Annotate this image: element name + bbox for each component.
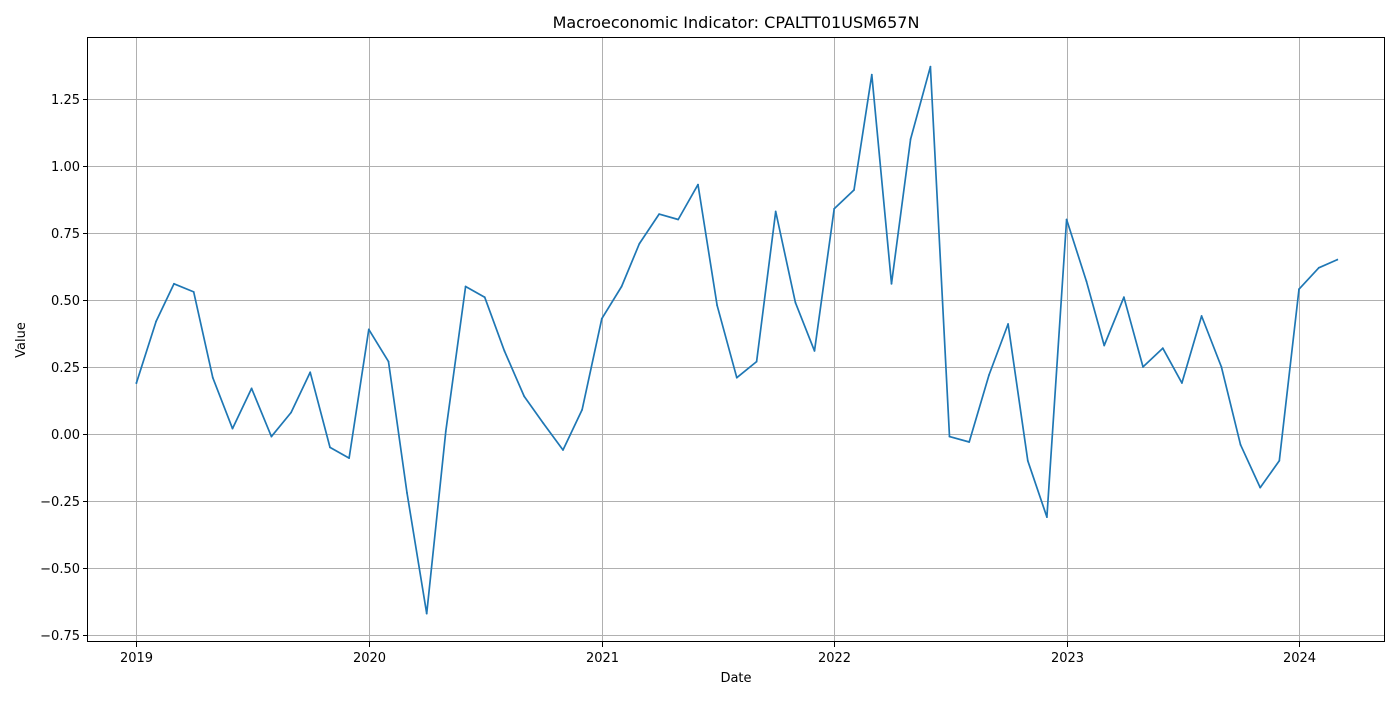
data-point	[562, 449, 564, 451]
y-tick-label: 1.25	[51, 93, 80, 108]
data-point	[211, 376, 214, 379]
data-point	[1259, 486, 1262, 489]
data-point	[523, 395, 526, 398]
x-tick-label: 2019	[120, 651, 153, 666]
data-point	[1220, 366, 1223, 368]
data-point	[309, 371, 312, 374]
series-line	[135, 65, 1339, 615]
data-point	[1103, 344, 1106, 347]
data-point	[192, 291, 195, 293]
tick-layer: 2019 2020 2021 2022 2023 2024 −0.75 −0.50 −0.25 0…	[40, 93, 1316, 666]
data-point	[329, 446, 331, 449]
data-point	[1142, 366, 1144, 368]
data-point	[173, 282, 175, 285]
x-tick-label: 2020	[353, 651, 386, 666]
data-point	[988, 374, 990, 376]
data-point	[231, 427, 234, 430]
y-tick-label: 0.25	[51, 361, 80, 376]
data-point	[1123, 296, 1125, 299]
data-point	[290, 411, 292, 414]
data-point	[250, 387, 253, 390]
data-point	[1065, 218, 1068, 221]
plot-frame	[87, 37, 1385, 642]
data-point	[444, 430, 447, 433]
data-point	[1336, 258, 1339, 261]
data-point	[1007, 323, 1009, 325]
data-point	[1317, 266, 1320, 269]
data-point	[1161, 347, 1164, 350]
data-point	[929, 65, 932, 68]
data-point	[658, 213, 660, 216]
y-tick-label: −0.50	[40, 562, 80, 577]
data-point	[1026, 459, 1029, 462]
data-point	[968, 441, 971, 443]
data-point	[581, 408, 583, 411]
y-tick-label: 0.75	[51, 227, 80, 242]
data-point	[1278, 459, 1281, 462]
data-point	[716, 304, 718, 307]
data-point	[1046, 516, 1048, 518]
data-point	[1085, 280, 1088, 283]
y-tick-label: −0.25	[40, 495, 80, 510]
data-point	[833, 207, 836, 210]
data-point	[1239, 443, 1242, 446]
data-point	[853, 189, 855, 191]
data-point	[425, 612, 428, 615]
y-tick-label: 0.50	[51, 294, 80, 309]
data-point	[270, 435, 273, 438]
data-point	[677, 218, 680, 221]
data-point	[794, 301, 797, 304]
data-point	[367, 328, 370, 331]
data-point	[870, 73, 873, 76]
y-tick-label: 0.00	[51, 428, 80, 443]
data-point	[483, 296, 486, 299]
data-point	[948, 435, 951, 438]
data-point	[1200, 315, 1203, 317]
series-layer	[135, 65, 1339, 615]
x-tick-label: 2022	[818, 651, 851, 666]
data-point	[774, 210, 777, 213]
y-axis-title: Value	[14, 322, 29, 358]
data-point	[348, 457, 350, 459]
data-point	[387, 360, 390, 363]
x-tick-label: 2024	[1283, 651, 1316, 666]
x-tick-label: 2021	[586, 651, 619, 666]
data-point	[406, 492, 408, 494]
data-point	[503, 350, 506, 352]
data-point	[1298, 288, 1300, 291]
grid-layer	[88, 38, 1385, 642]
data-point	[890, 282, 893, 285]
x-tick-label: 2023	[1051, 651, 1084, 666]
data-point	[600, 317, 603, 320]
data-point	[909, 138, 912, 141]
data-point	[135, 382, 138, 384]
data-point	[542, 422, 545, 425]
y-tick-label: −0.75	[40, 629, 80, 644]
data-point	[755, 360, 758, 363]
data-point	[464, 285, 467, 288]
data-point	[620, 285, 623, 288]
data-point	[813, 350, 816, 352]
data-point	[638, 242, 641, 245]
data-point	[1181, 382, 1183, 384]
data-point	[155, 320, 158, 323]
data-point	[697, 183, 699, 186]
y-tick-label: 1.00	[51, 160, 80, 175]
x-axis-title: Date	[720, 671, 751, 686]
data-point	[735, 376, 738, 379]
chart-title: Macroeconomic Indicator: CPALTT01USM657N	[553, 13, 920, 32]
